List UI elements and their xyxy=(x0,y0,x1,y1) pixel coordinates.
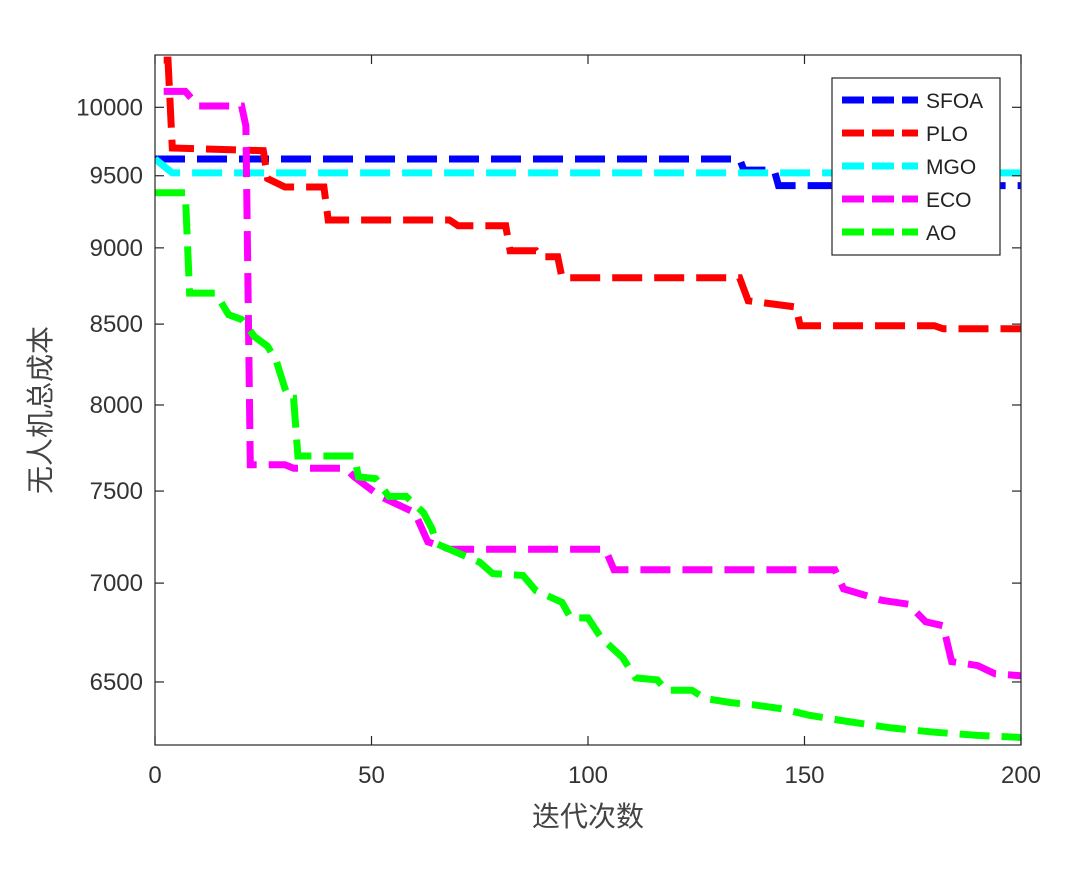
series-line-ao xyxy=(155,189,1021,741)
axes-layer: 0 50 100 150 200 6500 7000 7500 8000 8500 9000 9500… xyxy=(76,54,1041,789)
y-tick-label: 7000 xyxy=(90,570,143,597)
x-axis-label: 迭代次数 xyxy=(532,800,644,833)
x-tick-label: 200 xyxy=(1001,762,1041,789)
y-tick-label: 8500 xyxy=(90,311,143,338)
y-tick-label: 7500 xyxy=(90,478,143,505)
series-line-eco xyxy=(163,87,1021,680)
y-tick-label: 9500 xyxy=(90,163,143,190)
y-tick-label: 10000 xyxy=(76,94,143,121)
series-layer xyxy=(155,56,1021,741)
legend: SFOA PLO MGO ECO AO xyxy=(831,77,1001,256)
y-tick-label: 6500 xyxy=(90,669,143,696)
legend-label-eco: ECO xyxy=(926,189,972,212)
x-tick-label: 0 xyxy=(148,762,161,789)
x-tick-label: 100 xyxy=(568,762,608,789)
y-tick-label: 9000 xyxy=(90,235,143,262)
y-axis-label: 无人机总成本 xyxy=(24,326,57,494)
legend-label-ao: AO xyxy=(926,222,956,245)
y-tick-label: 8000 xyxy=(90,392,143,419)
series-line-plo xyxy=(163,56,1021,333)
legend-label-plo: PLO xyxy=(926,123,968,146)
legend-label-sfoa: SFOA xyxy=(926,90,983,113)
x-tick-label: 150 xyxy=(784,762,824,789)
legend-label-mgo: MGO xyxy=(926,156,976,179)
x-tick-label: 50 xyxy=(358,762,385,789)
series-line-mgo xyxy=(155,156,1021,177)
